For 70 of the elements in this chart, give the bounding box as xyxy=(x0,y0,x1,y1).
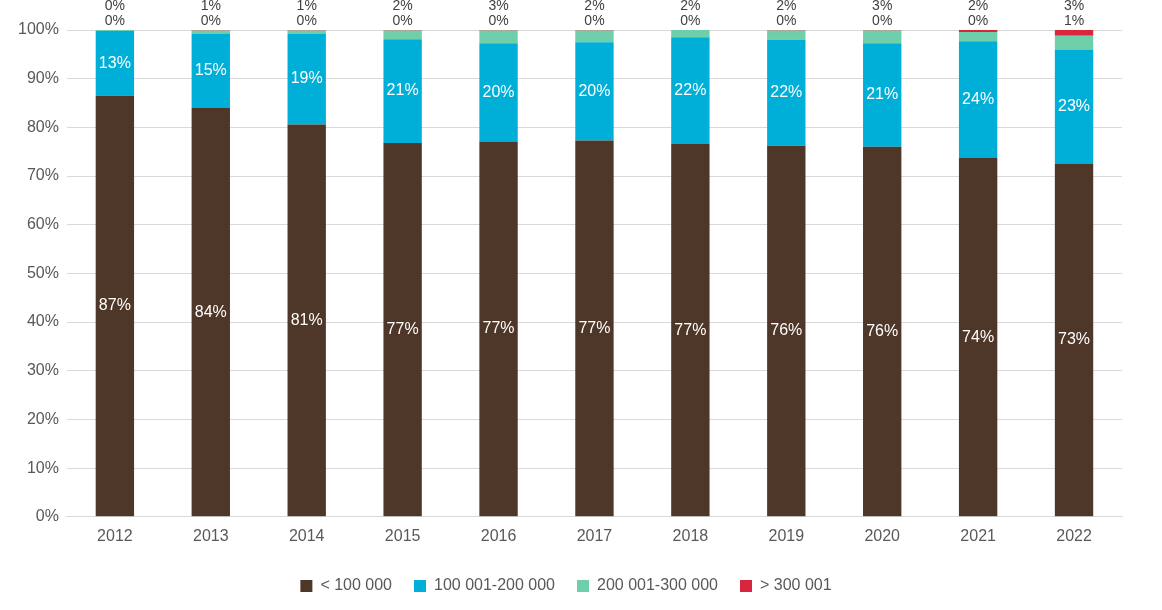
data-label: 77% xyxy=(482,319,515,337)
data-label: 0% xyxy=(392,11,413,28)
data-label: 21% xyxy=(866,85,899,103)
data-label: 3% xyxy=(872,0,893,13)
x-tick-label: 2021 xyxy=(960,526,997,544)
data-label: 77% xyxy=(578,318,611,336)
data-label: 2% xyxy=(680,0,701,13)
data-label: 24% xyxy=(962,90,995,108)
x-tick-label: 2017 xyxy=(576,526,613,544)
legend-label: 100 001-200 000 xyxy=(434,576,556,594)
data-label: 81% xyxy=(290,310,323,328)
y-tick-label: 10% xyxy=(26,458,59,476)
x-tick-label: 2019 xyxy=(768,526,805,544)
x-tick-label: 2022 xyxy=(1056,526,1092,544)
y-tick-label: 0% xyxy=(35,507,59,525)
y-tick-label: 60% xyxy=(26,215,59,233)
x-tick-label: 2013 xyxy=(193,526,229,544)
data-label: 15% xyxy=(194,61,227,79)
legend-label: < 100 000 xyxy=(320,576,393,594)
y-tick-label: 20% xyxy=(26,409,59,427)
y-tick-label: 70% xyxy=(26,166,59,184)
y-tick-label: 100% xyxy=(18,20,59,38)
y-tick-label: 30% xyxy=(26,361,59,379)
data-label: 0% xyxy=(680,11,701,28)
data-label: 0% xyxy=(968,11,989,28)
data-label: 2% xyxy=(968,0,989,13)
data-label: 1% xyxy=(296,0,317,13)
data-label: 77% xyxy=(674,320,707,338)
data-label: 3% xyxy=(1063,0,1085,13)
y-tick-label: 40% xyxy=(26,312,59,330)
data-label: 76% xyxy=(866,321,899,339)
x-tick-label: 2018 xyxy=(672,526,709,544)
data-label: 1% xyxy=(1063,11,1085,28)
legend-label: > 300 001 xyxy=(760,576,832,594)
data-label: 21% xyxy=(386,81,419,99)
data-label: 2% xyxy=(776,0,797,13)
data-label: 2% xyxy=(584,0,605,13)
data-label: 77% xyxy=(386,320,419,338)
y-tick-label: 90% xyxy=(26,69,59,87)
data-label: 1% xyxy=(200,0,221,13)
data-label: 20% xyxy=(578,81,611,99)
data-label: 0% xyxy=(296,11,317,28)
data-label: 0% xyxy=(104,0,125,13)
x-tick-label: 2012 xyxy=(97,526,133,544)
data-label: 87% xyxy=(98,296,131,314)
x-tick-label: 2020 xyxy=(864,526,901,544)
data-label: 74% xyxy=(962,327,995,345)
data-label: 22% xyxy=(770,83,803,101)
data-label: 0% xyxy=(584,11,605,28)
y-tick-label: 50% xyxy=(26,263,59,281)
data-label: 73% xyxy=(1058,330,1091,348)
data-label: 0% xyxy=(488,11,509,28)
data-label: 84% xyxy=(194,302,227,320)
y-tick-label: 80% xyxy=(26,117,59,135)
data-label: 0% xyxy=(104,11,125,28)
data-label: 0% xyxy=(200,11,221,28)
x-tick-label: 2014 xyxy=(288,526,325,544)
legend-label: 200 001-300 000 xyxy=(597,576,719,594)
data-label: 22% xyxy=(674,81,707,99)
data-label: 0% xyxy=(776,11,797,28)
data-label: 23% xyxy=(1058,96,1091,114)
x-tick-label: 2016 xyxy=(480,526,517,544)
data-label: 20% xyxy=(482,82,515,100)
x-tick-label: 2015 xyxy=(384,526,421,544)
data-label: 13% xyxy=(98,53,131,71)
data-label: 76% xyxy=(770,321,803,339)
data-label: 19% xyxy=(290,69,323,87)
data-label: 0% xyxy=(872,11,893,28)
data-label: 3% xyxy=(488,0,509,13)
data-label: 2% xyxy=(392,0,413,13)
